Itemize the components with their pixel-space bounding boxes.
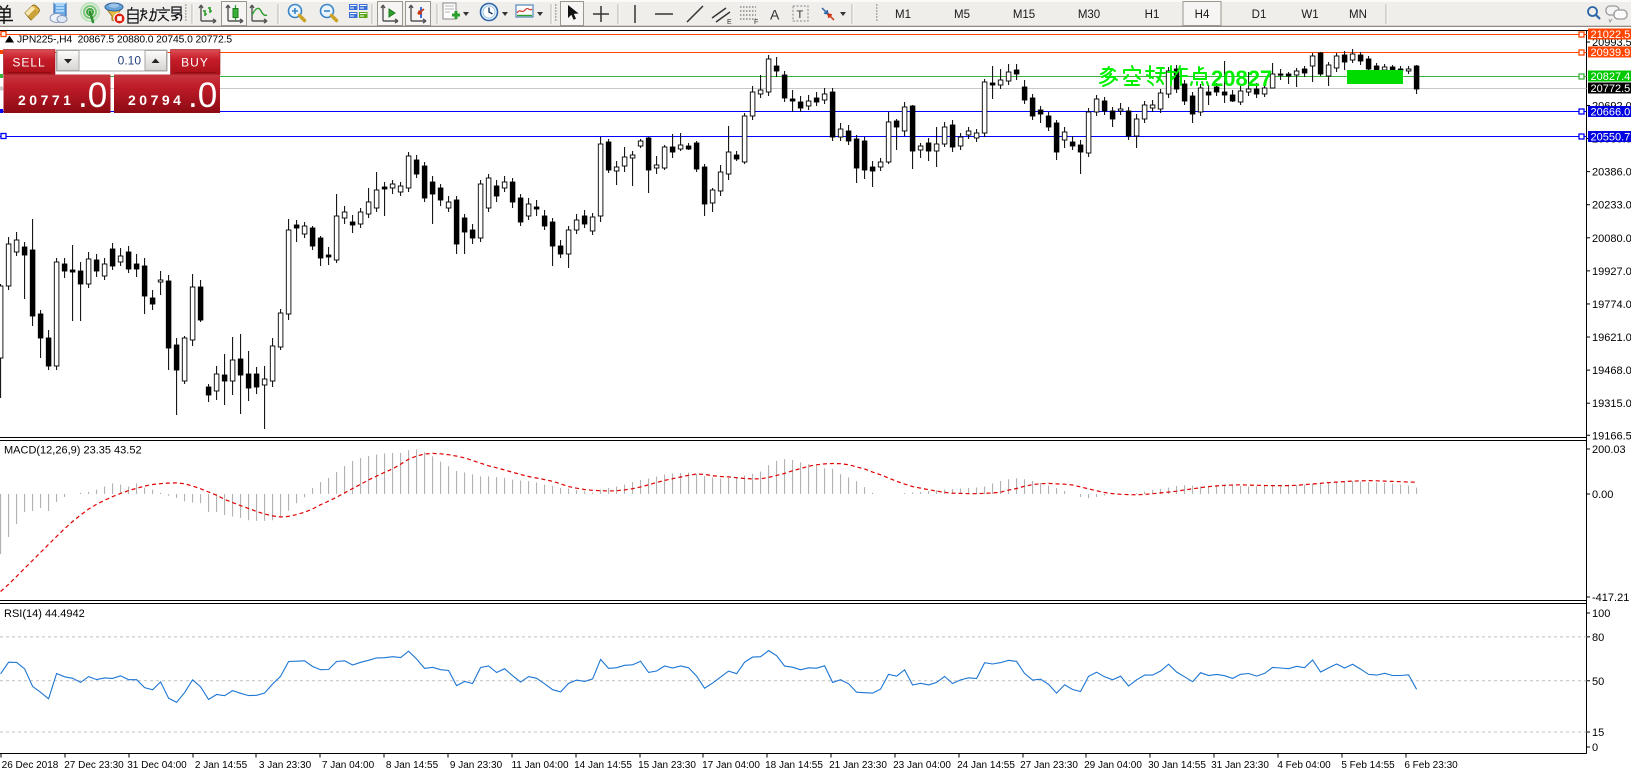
svg-text:27 Jan 23:30: 27 Jan 23:30 — [1020, 760, 1078, 771]
svg-text:2 Jan 14:55: 2 Jan 14:55 — [195, 760, 248, 771]
svg-text:18 Jan 14:55: 18 Jan 14:55 — [765, 760, 823, 771]
svg-text:E: E — [727, 19, 732, 26]
svg-text:8 Jan 14:55: 8 Jan 14:55 — [386, 760, 439, 771]
svg-text:21 Jan 23:30: 21 Jan 23:30 — [829, 760, 887, 771]
svg-text:A: A — [770, 7, 780, 23]
svg-text:24 Jan 14:55: 24 Jan 14:55 — [957, 760, 1015, 771]
svg-text:-417.21: -417.21 — [1592, 592, 1629, 604]
svg-text:20666.0: 20666.0 — [1591, 107, 1631, 119]
svg-text:H1: H1 — [1145, 9, 1160, 21]
svg-text:20993.5: 20993.5 — [1592, 37, 1631, 49]
svg-text:19774.0: 19774.0 — [1592, 299, 1631, 311]
svg-text:27 Dec 23:30: 27 Dec 23:30 — [64, 760, 124, 771]
svg-text:M1: M1 — [895, 9, 911, 21]
svg-text:19621.0: 19621.0 — [1592, 332, 1631, 344]
svg-text:7 Jan 04:00: 7 Jan 04:00 — [322, 760, 375, 771]
svg-text:T: T — [797, 9, 804, 21]
svg-text:BUY: BUY — [181, 56, 209, 70]
svg-text:0: 0 — [1592, 742, 1598, 754]
svg-text:20550.7: 20550.7 — [1591, 132, 1631, 144]
svg-text:17 Jan 04:00: 17 Jan 04:00 — [702, 760, 760, 771]
svg-text:SELL: SELL — [12, 56, 45, 70]
svg-text:20827: 20827 — [1211, 66, 1272, 91]
svg-text:0.10: 0.10 — [118, 54, 142, 68]
svg-text:20772.5: 20772.5 — [1591, 83, 1631, 95]
svg-text:20386.0: 20386.0 — [1592, 167, 1631, 179]
svg-text:9 Jan 23:30: 9 Jan 23:30 — [450, 760, 503, 771]
svg-text:6 Feb 23:30: 6 Feb 23:30 — [1404, 760, 1458, 771]
svg-text:19166.5: 19166.5 — [1592, 430, 1631, 442]
svg-text:MACD(12,26,9) 23.35 43.52: MACD(12,26,9) 23.35 43.52 — [4, 445, 142, 457]
svg-text:100: 100 — [1592, 608, 1610, 620]
svg-text:50: 50 — [1592, 676, 1604, 688]
svg-text:31 Dec 04:00: 31 Dec 04:00 — [127, 760, 187, 771]
svg-text:31 Jan 23:30: 31 Jan 23:30 — [1211, 760, 1269, 771]
svg-text:19927.0: 19927.0 — [1592, 266, 1631, 278]
svg-text:21022.5: 21022.5 — [1591, 29, 1631, 41]
svg-text:RSI(14) 44.4942: RSI(14) 44.4942 — [4, 608, 85, 620]
svg-text:30 Jan 14:55: 30 Jan 14:55 — [1148, 760, 1206, 771]
svg-text:20939.9: 20939.9 — [1591, 47, 1631, 59]
svg-text:M15: M15 — [1013, 9, 1035, 21]
svg-text:.0: .0 — [188, 76, 217, 115]
svg-text:.0: .0 — [78, 76, 107, 115]
svg-text:11 Jan 04:00: 11 Jan 04:00 — [511, 760, 569, 771]
svg-text:D1: D1 — [1252, 9, 1267, 21]
svg-text:20771: 20771 — [18, 92, 74, 108]
svg-text:MN: MN — [1349, 9, 1367, 21]
svg-text:19315.0: 19315.0 — [1592, 398, 1631, 410]
svg-text:JPN225-,H4 20867.5 20880.0 20: JPN225-,H4 20867.5 20880.0 20745.0 20772… — [17, 35, 232, 46]
svg-text:80: 80 — [1592, 632, 1604, 644]
svg-text:20080.0: 20080.0 — [1592, 233, 1631, 245]
svg-text:14 Jan 14:55: 14 Jan 14:55 — [574, 760, 632, 771]
svg-text:5 Feb 14:55: 5 Feb 14:55 — [1341, 760, 1395, 771]
svg-text:20827.4: 20827.4 — [1591, 71, 1631, 83]
svg-text:20794: 20794 — [128, 92, 184, 108]
svg-text:4 Feb 04:00: 4 Feb 04:00 — [1277, 760, 1331, 771]
svg-text:20233.0: 20233.0 — [1592, 200, 1631, 212]
svg-text:15 Jan 23:30: 15 Jan 23:30 — [638, 760, 696, 771]
svg-text:W1: W1 — [1301, 9, 1318, 21]
svg-text:M5: M5 — [954, 9, 970, 21]
svg-text:M30: M30 — [1078, 9, 1100, 21]
svg-text:F: F — [754, 19, 758, 26]
svg-text:19468.0: 19468.0 — [1592, 365, 1631, 377]
svg-text:3 Jan 23:30: 3 Jan 23:30 — [259, 760, 312, 771]
svg-text:H4: H4 — [1195, 9, 1210, 21]
svg-text:200.03: 200.03 — [1592, 444, 1626, 456]
svg-text:15: 15 — [1592, 727, 1604, 739]
svg-text:26 Dec 2018: 26 Dec 2018 — [2, 760, 59, 771]
svg-text:0.00: 0.00 — [1592, 489, 1613, 501]
svg-text:23 Jan 04:00: 23 Jan 04:00 — [893, 760, 951, 771]
svg-text:29 Jan 04:00: 29 Jan 04:00 — [1084, 760, 1142, 771]
